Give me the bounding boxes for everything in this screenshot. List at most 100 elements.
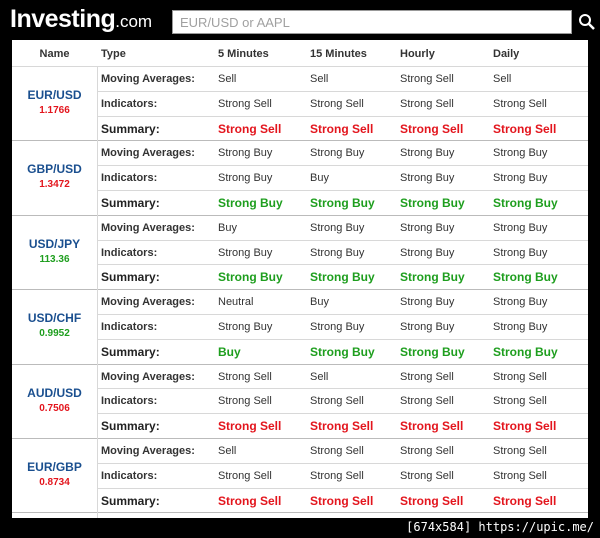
signal-value: Strong Sell bbox=[493, 445, 547, 457]
summary-value: Strong Buy bbox=[218, 270, 283, 285]
signal-value: Strong Sell bbox=[493, 97, 547, 110]
signal-value: Strong Buy bbox=[218, 321, 273, 333]
pair-name[interactable]: USD/CHF bbox=[27, 311, 82, 326]
signal-value: Strong Buy bbox=[310, 221, 365, 234]
summary-value: Strong Sell bbox=[400, 121, 464, 136]
summary-value: Strong Sell bbox=[310, 121, 374, 136]
signal-value: Strong Buy bbox=[400, 246, 455, 259]
signal-value: Strong Sell bbox=[400, 370, 454, 383]
logo[interactable]: Investing.com bbox=[10, 5, 152, 34]
signal-value: Sell bbox=[218, 73, 237, 85]
signal-value: Strong Sell bbox=[218, 469, 272, 482]
logo-text: Investing bbox=[10, 5, 116, 33]
row-label: Moving Averages: bbox=[101, 73, 195, 85]
signal-value: Strong Sell bbox=[400, 395, 454, 408]
logo-suffix: .com bbox=[115, 12, 153, 31]
summary-value: Strong Sell bbox=[493, 419, 557, 434]
row-divider bbox=[98, 90, 588, 92]
column-divider bbox=[97, 289, 98, 364]
pair-price: 0.8734 bbox=[39, 477, 70, 488]
row-divider bbox=[98, 388, 588, 390]
summary-value: Strong Sell bbox=[218, 121, 282, 136]
pair-price: 0.9952 bbox=[39, 328, 70, 340]
row-label: Moving Averages: bbox=[101, 370, 195, 383]
summary-value: Strong Buy bbox=[493, 270, 558, 285]
signal-value: Strong Sell bbox=[218, 97, 272, 110]
row-label: Indicators: bbox=[101, 321, 158, 333]
pair-price: 1.1766 bbox=[39, 105, 70, 116]
group-divider bbox=[12, 140, 588, 142]
signal-value: Sell bbox=[218, 445, 237, 457]
row-label: Summary: bbox=[101, 344, 160, 359]
signal-value: Strong Sell bbox=[400, 469, 454, 482]
summary-value: Strong Sell bbox=[310, 419, 374, 434]
row-label: Moving Averages: bbox=[101, 296, 195, 309]
summary-value: Strong Buy bbox=[493, 196, 558, 210]
search-icon[interactable] bbox=[578, 13, 596, 31]
signal-value: Strong Buy bbox=[400, 296, 455, 309]
signal-value: Strong Sell bbox=[218, 370, 272, 383]
row-divider bbox=[98, 314, 588, 315]
pair-name[interactable]: EUR/GBP bbox=[27, 460, 82, 474]
pair-price: 0.7506 bbox=[39, 402, 70, 414]
pair-price: 113.36 bbox=[39, 253, 70, 265]
signal-value: Buy bbox=[310, 296, 329, 309]
signal-value: Strong Buy bbox=[310, 321, 365, 333]
signal-value: Strong Buy bbox=[400, 172, 455, 185]
column-divider bbox=[97, 438, 98, 513]
signal-value: Strong Buy bbox=[493, 172, 548, 185]
row-label: Summary: bbox=[101, 493, 160, 508]
header-divider bbox=[12, 66, 588, 67]
summary-value: Strong Buy bbox=[310, 270, 375, 285]
signal-value: Strong Buy bbox=[400, 321, 455, 333]
summary-value: Strong Sell bbox=[400, 493, 464, 508]
signal-value: Strong Buy bbox=[493, 246, 548, 259]
signal-value: Buy bbox=[310, 172, 329, 185]
signal-value: Strong Sell bbox=[310, 395, 364, 408]
summary-value: Strong Buy bbox=[310, 344, 375, 359]
row-label: Moving Averages: bbox=[101, 445, 195, 457]
column-header: Type bbox=[101, 48, 126, 60]
signal-value: Strong Sell bbox=[400, 97, 454, 110]
summary-value: Strong Buy bbox=[400, 196, 465, 210]
column-divider bbox=[97, 363, 98, 438]
row-divider bbox=[98, 413, 588, 415]
summary-value: Strong Buy bbox=[400, 270, 465, 285]
row-label: Indicators: bbox=[101, 469, 158, 482]
summary-value: Strong Sell bbox=[310, 493, 374, 508]
column-divider bbox=[97, 512, 98, 518]
group-divider bbox=[12, 214, 588, 216]
pair-name[interactable]: GBP/USD bbox=[27, 162, 82, 177]
row-label: Indicators: bbox=[101, 395, 158, 408]
row-label: Moving Averages: bbox=[101, 147, 195, 160]
signal-value: Strong Buy bbox=[493, 147, 548, 160]
signal-value: Strong Sell bbox=[218, 395, 272, 408]
signal-value: Neutral bbox=[218, 296, 254, 309]
signal-value: Strong Sell bbox=[493, 395, 547, 408]
row-label: Indicators: bbox=[101, 172, 158, 185]
pair-name[interactable]: USD/JPY bbox=[28, 236, 81, 251]
summary-value: Strong Buy bbox=[310, 196, 375, 210]
summary-value: Strong Buy bbox=[493, 344, 558, 359]
column-divider bbox=[97, 140, 98, 215]
summary-value: Strong Sell bbox=[218, 419, 282, 434]
summary-value: Strong Sell bbox=[400, 419, 464, 434]
signal-value: Strong Sell bbox=[493, 370, 547, 383]
column-header: Hourly bbox=[400, 48, 435, 60]
row-divider bbox=[98, 165, 588, 167]
signal-value: Strong Sell bbox=[310, 469, 364, 482]
signal-value: Strong Buy bbox=[218, 172, 273, 185]
pair-name[interactable]: AUD/USD bbox=[27, 385, 82, 400]
summary-value: Strong Buy bbox=[218, 196, 283, 210]
row-label: Summary: bbox=[101, 121, 160, 136]
signal-value: Strong Buy bbox=[218, 147, 273, 160]
row-divider bbox=[98, 462, 588, 464]
signal-value: Strong Buy bbox=[400, 147, 455, 160]
group-divider bbox=[12, 512, 588, 514]
group-divider bbox=[12, 289, 588, 291]
pair-name[interactable]: EUR/USD bbox=[27, 88, 82, 102]
search-box[interactable] bbox=[172, 10, 572, 34]
summary-value: Strong Sell bbox=[218, 493, 282, 508]
row-divider bbox=[98, 115, 588, 117]
